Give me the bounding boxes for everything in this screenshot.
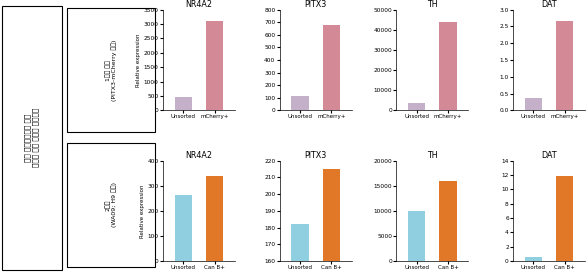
Bar: [175, 97, 192, 110]
Bar: [439, 22, 457, 110]
Title: NR4A2: NR4A2: [185, 151, 212, 160]
Bar: [323, 169, 340, 275]
Bar: [556, 177, 573, 261]
Text: 1세부 제공
(PITX3-mCherry 유래): 1세부 제공 (PITX3-mCherry 유래): [105, 39, 117, 101]
Bar: [408, 103, 425, 110]
Text: 인간 배아줄기세포 유래
성숙한 중뇈 도파민 신경세포: 인간 배아줄기세포 유래 성숙한 중뇈 도파민 신경세포: [25, 108, 39, 167]
Text: 2세부
(WA09; H9 유래): 2세부 (WA09; H9 유래): [105, 182, 117, 227]
FancyBboxPatch shape: [67, 143, 155, 267]
Bar: [408, 211, 425, 261]
Title: DAT: DAT: [541, 0, 557, 9]
Title: TH: TH: [427, 151, 437, 160]
FancyBboxPatch shape: [67, 8, 155, 132]
Y-axis label: Relative expression: Relative expression: [140, 184, 145, 238]
Bar: [291, 97, 309, 110]
Bar: [206, 176, 223, 261]
Bar: [524, 257, 542, 261]
Bar: [323, 25, 340, 110]
Bar: [175, 195, 192, 261]
Title: DAT: DAT: [541, 151, 557, 160]
Bar: [206, 21, 223, 110]
Bar: [439, 181, 457, 261]
Y-axis label: Relative expression: Relative expression: [136, 33, 141, 87]
Title: PITX3: PITX3: [305, 151, 327, 160]
FancyBboxPatch shape: [2, 6, 62, 270]
Title: TH: TH: [427, 0, 437, 9]
Bar: [291, 224, 309, 275]
Bar: [524, 98, 542, 110]
Title: NR4A2: NR4A2: [185, 0, 212, 9]
Title: PITX3: PITX3: [305, 0, 327, 9]
Bar: [556, 21, 573, 110]
